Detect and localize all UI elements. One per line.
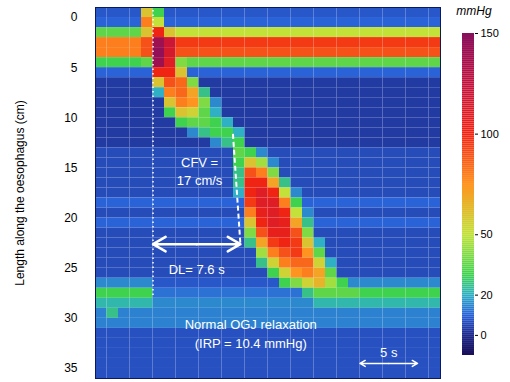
svg-text:5 s: 5 s <box>380 345 398 360</box>
svg-text:30: 30 <box>64 311 78 325</box>
svg-text:15: 15 <box>64 161 78 175</box>
svg-text:100: 100 <box>481 128 499 140</box>
svg-text:150: 150 <box>481 27 499 39</box>
svg-text:35: 35 <box>64 361 78 375</box>
svg-text:Length along the oesophagus (c: Length along the oesophagus (cm) <box>13 100 27 285</box>
svg-text:10: 10 <box>64 111 78 125</box>
svg-text:0: 0 <box>481 329 487 341</box>
svg-text:DL= 7.6 s: DL= 7.6 s <box>169 262 226 277</box>
svg-text:20: 20 <box>481 289 493 301</box>
svg-text:Normal OGJ relaxation(IRP = 10: Normal OGJ relaxation(IRP = 10.4 mmHg) <box>185 317 317 351</box>
svg-text:0: 0 <box>71 10 78 24</box>
svg-text:25: 25 <box>64 261 78 275</box>
svg-text:20: 20 <box>64 211 78 225</box>
html-text:mmHg: mmHg <box>456 4 492 18</box>
svg-text:CFV =17 cm/s: CFV =17 cm/s <box>177 155 223 189</box>
svg-text:5: 5 <box>71 61 78 75</box>
svg-text:50: 50 <box>481 228 493 240</box>
